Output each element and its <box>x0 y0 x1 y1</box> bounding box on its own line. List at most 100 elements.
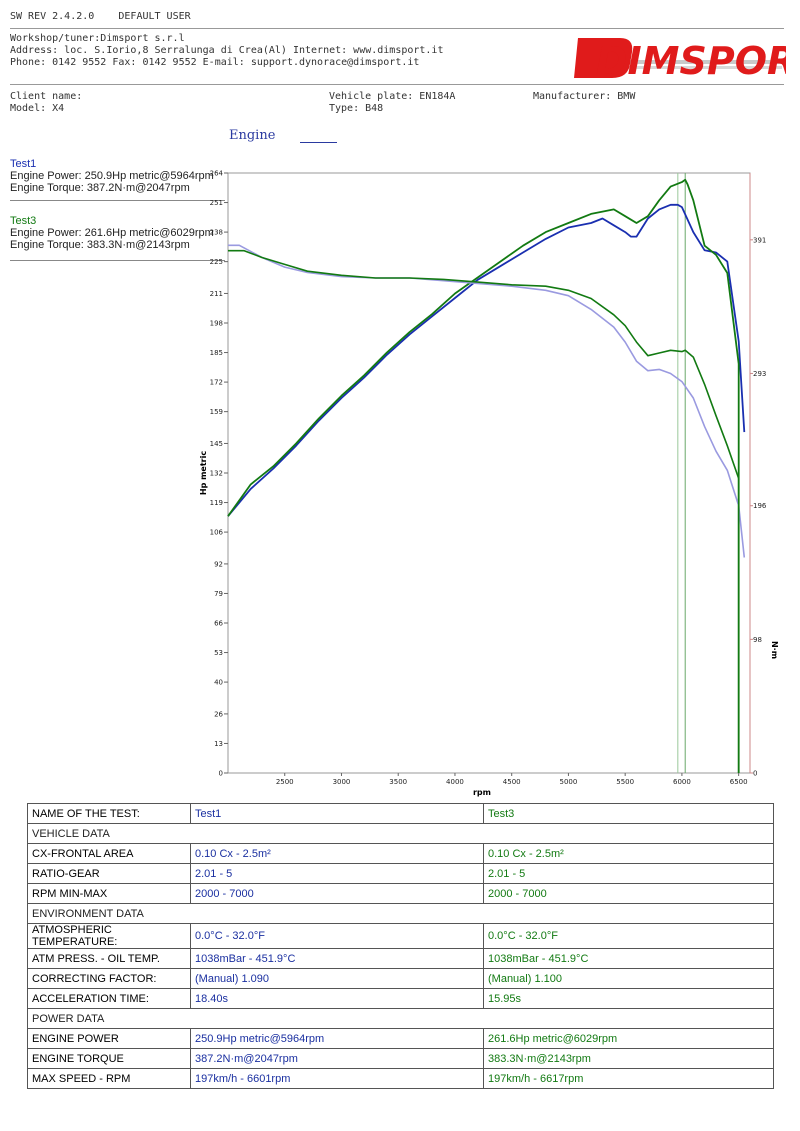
user-label: DEFAULT USER <box>118 11 191 22</box>
y-tick-label: 251 <box>210 199 223 207</box>
y-tick-label: 145 <box>210 440 223 448</box>
plot-frame <box>227 172 751 774</box>
workshop-phone: Phone: 0142 9552 Fax: 0142 9552 E-mail: … <box>10 57 420 68</box>
y2-tick-label: 196 <box>753 502 767 510</box>
y-tick-label: 106 <box>210 529 224 537</box>
table-cell: 2000 - 7000 <box>483 883 774 904</box>
table-cell: MAX SPEED - RPM <box>27 1068 191 1089</box>
x-tick-label: 5500 <box>616 778 634 786</box>
table-section-row: VEHICLE DATA <box>27 823 774 844</box>
table-cell: 387.2N·m@2047rpm <box>190 1048 484 1069</box>
y-tick-label: 185 <box>210 349 223 357</box>
test1-torque: Engine Torque: 387.2N·m@2047rpm <box>10 182 190 194</box>
y-tick-label: 79 <box>214 590 223 598</box>
vehicle-type: Type: B48 <box>329 103 384 114</box>
test1-torque-line <box>228 244 746 558</box>
table-cell: 261.6Hp metric@6029rpm <box>483 1028 774 1049</box>
y2-tick-label: 391 <box>753 236 766 244</box>
table-cell: 1038mBar - 451.9°C <box>483 948 774 969</box>
x-tick-label: 3000 <box>333 778 351 786</box>
test3-power-line <box>227 178 740 773</box>
divider <box>10 84 784 85</box>
table-cell: 2.01 - 5 <box>190 863 484 884</box>
table-row: MAX SPEED - RPM 197km/h - 6601rpm 197km/h … <box>27 1068 774 1089</box>
test1-power: Engine Power: 250.9Hp metric@5964rpm <box>10 170 214 182</box>
table-row: ENGINE POWER 250.9Hp metric@5964rpm 261.6H… <box>27 1028 774 1049</box>
table-row: ATMOSPHERIC TEMPERATURE: 0.0°C - 32.0°F 0.… <box>27 923 774 949</box>
dyno-chart: 0132640536679921061191321451591721851982… <box>199 170 779 798</box>
y-tick-label: 92 <box>214 560 223 568</box>
table-section-label: POWER DATA <box>27 1008 774 1029</box>
client-block: Client name: Model: X4 <box>10 91 82 115</box>
table-cell: 197km/h - 6601rpm <box>190 1068 484 1089</box>
table-cell: ACCELERATION TIME: <box>27 988 191 1009</box>
y-tick-label: 119 <box>210 499 223 507</box>
table-row: ATM PRESS. - OIL TEMP. 1038mBar - 451.9°C… <box>27 948 774 969</box>
software-revision: SW REV 2.4.2.0 DEFAULT USER <box>10 11 191 22</box>
x-tick-label: 2500 <box>276 778 294 786</box>
chart-grid <box>227 172 751 774</box>
table-section-row: POWER DATA <box>27 1008 774 1029</box>
table-cell: 0.10 Cx - 2.5m² <box>483 843 774 864</box>
table-cell: CX-FRONTAL AREA <box>27 843 191 864</box>
plate-block: Vehicle plate: EN184A Type: B48 <box>329 91 455 115</box>
x-axis-ticks: 2500 3000 3500 4000 4500 5000 5500 6000 6500 <box>276 773 748 786</box>
table-header-row: NAME OF THE TEST: Test1 Test3 <box>27 803 774 824</box>
workshop-info: Workshop/tuner:Dimsport s.r.l Address: l… <box>10 33 443 69</box>
x-axis-label: rpm <box>473 788 491 797</box>
table-cell: 0.0°C - 32.0°F <box>190 923 484 949</box>
table-cell: 250.9Hp metric@5964rpm <box>190 1028 484 1049</box>
x-tick-label: 4000 <box>446 778 464 786</box>
y-tick-label: 159 <box>210 408 223 416</box>
rpm-markers <box>677 173 686 773</box>
test1-summary: Test1 Engine Power: 250.9Hp metric@5964r… <box>10 158 214 194</box>
chart-series <box>227 178 746 773</box>
table-cell: ENGINE TORQUE <box>27 1048 191 1069</box>
x-tick-label: 3500 <box>389 778 407 786</box>
y2-tick-label: 98 <box>753 636 762 644</box>
title-underline <box>300 142 337 143</box>
test1-power-line <box>227 203 746 517</box>
x-tick-label: 5000 <box>560 778 578 786</box>
y-tick-label: 53 <box>214 649 223 657</box>
table-row: ENGINE TORQUE 387.2N·m@2047rpm 383.3N·m@21… <box>27 1048 774 1069</box>
table-cell: 383.3N·m@2143rpm <box>483 1048 774 1069</box>
table-row: CORRECTING FACTOR: (Manual) 1.090 (Manual)… <box>27 968 774 989</box>
x-tick-label: 6500 <box>730 778 748 786</box>
y-tick-label: 66 <box>214 620 223 628</box>
test1-name: Test1 <box>10 158 37 170</box>
y2-tick-label: 0 <box>753 770 757 778</box>
x-tick-label: 4500 <box>503 778 521 786</box>
table-cell: Test1 <box>190 803 484 824</box>
table-cell: ENGINE POWER <box>27 1028 191 1049</box>
y2-tick-label: 293 <box>753 370 766 378</box>
table-cell: 2.01 - 5 <box>483 863 774 884</box>
divider <box>10 260 225 261</box>
y2-axis-label: N·m <box>770 641 779 659</box>
table-cell: (Manual) 1.100 <box>483 968 774 989</box>
table-cell: 18.40s <box>190 988 484 1009</box>
test3-torque-line <box>228 249 740 773</box>
table-cell: ATMOSPHERIC TEMPERATURE: <box>27 923 191 949</box>
table-cell: 0.0°C - 32.0°F <box>483 923 774 949</box>
y-axis-ticks: 0 13 26 40 53 66 79 92 106 119 132 145 159 172 185 198 2… <box>210 170 228 778</box>
table-cell: 15.95s <box>483 988 774 1009</box>
table-row: CX-FRONTAL AREA 0.10 Cx - 2.5m² 0.10 Cx - … <box>27 843 774 864</box>
workshop-address: Address: loc. S.Iorio,8 Serralunga di Cr… <box>10 45 444 56</box>
vehicle-plate: Vehicle plate: EN184A <box>329 91 456 102</box>
divider <box>10 28 784 29</box>
y-tick-label: 13 <box>214 740 223 748</box>
y-tick-label: 172 <box>210 379 223 387</box>
table-cell: NAME OF THE TEST: <box>27 803 191 824</box>
table-cell: 2000 - 7000 <box>190 883 484 904</box>
table-cell: ATM PRESS. - OIL TEMP. <box>27 948 191 969</box>
table-row: RATIO-GEAR 2.01 - 5 2.01 - 5 <box>27 863 774 884</box>
y-tick-label: 211 <box>210 290 223 298</box>
test-data-table: NAME OF THE TEST: Test1 Test3 VEHICLE DA… <box>27 803 774 1089</box>
y-tick-label: 238 <box>210 229 223 237</box>
test3-torque: Engine Torque: 383.3N·m@2143rpm <box>10 239 190 251</box>
table-cell: 197km/h - 6617rpm <box>483 1068 774 1089</box>
table-section-row: ENVIRONMENT DATA <box>27 903 774 924</box>
y-tick-label: 198 <box>210 320 223 328</box>
workshop-name: Workshop/tuner:Dimsport s.r.l <box>10 33 185 44</box>
